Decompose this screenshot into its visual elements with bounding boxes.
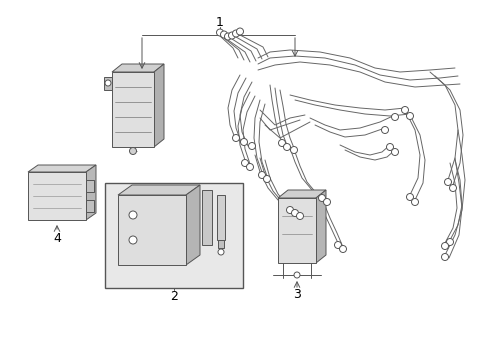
- Circle shape: [391, 113, 398, 121]
- Circle shape: [339, 246, 346, 252]
- Circle shape: [129, 148, 136, 154]
- Circle shape: [286, 207, 293, 213]
- Circle shape: [441, 253, 447, 261]
- Polygon shape: [112, 64, 163, 72]
- Bar: [28, 172, 86, 220]
- Circle shape: [105, 80, 111, 86]
- Bar: [202, 190, 212, 245]
- Circle shape: [263, 176, 270, 183]
- Polygon shape: [86, 165, 96, 220]
- Bar: [86, 180, 94, 192]
- Bar: [105, 183, 243, 288]
- Bar: [112, 72, 154, 147]
- Circle shape: [248, 143, 255, 149]
- Circle shape: [290, 147, 297, 153]
- Bar: [86, 200, 94, 212]
- Circle shape: [444, 179, 450, 185]
- Circle shape: [293, 272, 299, 278]
- Bar: [118, 195, 185, 265]
- Circle shape: [283, 144, 290, 150]
- Circle shape: [258, 171, 265, 179]
- Circle shape: [401, 107, 407, 113]
- Circle shape: [220, 31, 227, 38]
- Circle shape: [334, 242, 341, 248]
- Text: 4: 4: [53, 231, 61, 244]
- Bar: [217, 195, 224, 240]
- Circle shape: [381, 126, 387, 134]
- Circle shape: [446, 239, 452, 246]
- Circle shape: [129, 211, 137, 219]
- Polygon shape: [118, 185, 200, 195]
- Circle shape: [406, 112, 413, 120]
- Circle shape: [236, 28, 243, 35]
- Circle shape: [411, 198, 418, 206]
- Circle shape: [441, 243, 447, 249]
- Circle shape: [386, 144, 393, 150]
- Polygon shape: [278, 190, 325, 198]
- Text: 3: 3: [292, 288, 300, 302]
- Polygon shape: [185, 185, 200, 265]
- Circle shape: [278, 140, 285, 147]
- Circle shape: [240, 139, 247, 145]
- Polygon shape: [104, 77, 112, 90]
- Circle shape: [448, 185, 456, 192]
- Circle shape: [291, 210, 298, 216]
- Circle shape: [391, 149, 398, 156]
- Circle shape: [318, 194, 325, 202]
- Polygon shape: [28, 165, 96, 172]
- Text: 1: 1: [216, 15, 224, 28]
- Circle shape: [129, 236, 137, 244]
- Polygon shape: [315, 190, 325, 263]
- Circle shape: [218, 249, 224, 255]
- Circle shape: [323, 198, 330, 206]
- Circle shape: [228, 32, 235, 39]
- Circle shape: [224, 33, 231, 40]
- Circle shape: [216, 29, 223, 36]
- Circle shape: [241, 159, 248, 166]
- Bar: [278, 198, 315, 263]
- Circle shape: [406, 194, 413, 201]
- Bar: [218, 240, 224, 248]
- Circle shape: [246, 163, 253, 171]
- Circle shape: [296, 212, 303, 220]
- Polygon shape: [154, 64, 163, 147]
- Text: 2: 2: [170, 289, 178, 302]
- Circle shape: [232, 30, 239, 37]
- Circle shape: [232, 135, 239, 141]
